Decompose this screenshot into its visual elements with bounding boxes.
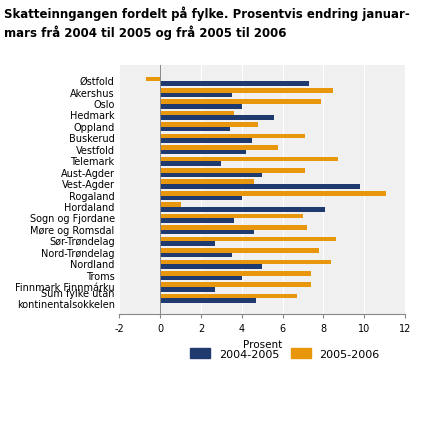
- Bar: [160, 237, 336, 242]
- Bar: [160, 184, 360, 189]
- Bar: [160, 287, 215, 292]
- Bar: [160, 89, 334, 93]
- Bar: [160, 162, 222, 167]
- Bar: [160, 191, 386, 196]
- Bar: [160, 299, 256, 303]
- Bar: [160, 116, 274, 121]
- Bar: [160, 127, 230, 132]
- Bar: [160, 82, 309, 86]
- Bar: [160, 173, 262, 178]
- Bar: [160, 150, 246, 155]
- Bar: [160, 271, 311, 276]
- Bar: [160, 93, 232, 98]
- Bar: [160, 294, 297, 299]
- Bar: [160, 203, 181, 207]
- Bar: [160, 253, 232, 258]
- Bar: [160, 139, 252, 144]
- X-axis label: Prosent: Prosent: [242, 339, 282, 349]
- Bar: [160, 169, 305, 173]
- Bar: [160, 100, 321, 105]
- Bar: [160, 146, 279, 150]
- Bar: [160, 135, 305, 139]
- Legend: 2004-2005, 2005-2006: 2004-2005, 2005-2006: [186, 344, 384, 364]
- Bar: [160, 230, 254, 235]
- Bar: [160, 123, 258, 127]
- Bar: [160, 242, 215, 246]
- Bar: [160, 207, 325, 212]
- Bar: [160, 105, 242, 109]
- Bar: [146, 78, 160, 82]
- Bar: [160, 283, 311, 287]
- Bar: [160, 276, 242, 280]
- Bar: [160, 214, 303, 219]
- Bar: [160, 265, 262, 269]
- Bar: [160, 260, 331, 265]
- Bar: [160, 180, 254, 184]
- Text: Skatteinngangen fordelt på fylke. Prosentvis endring januar-
mars frå 2004 til 2: Skatteinngangen fordelt på fylke. Prosen…: [4, 6, 410, 40]
- Bar: [160, 219, 233, 223]
- Bar: [160, 226, 307, 230]
- Bar: [160, 157, 337, 162]
- Bar: [160, 112, 233, 116]
- Bar: [160, 248, 319, 253]
- Bar: [160, 196, 242, 201]
